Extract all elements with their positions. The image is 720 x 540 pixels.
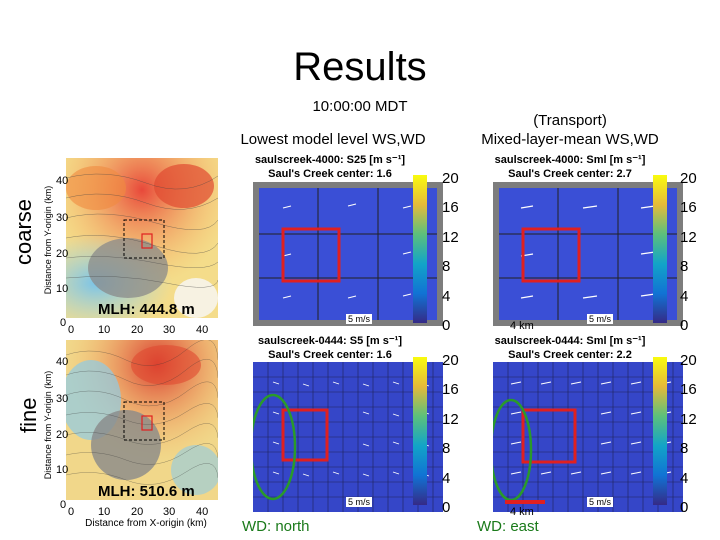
- colorbar-tick: 8: [442, 258, 451, 275]
- panel-title-line: saulscreek-4000: S25 [m s⁻¹]: [254, 154, 406, 166]
- colorbar-tick: 20: [442, 352, 459, 369]
- colorbar-fine-mixed: [653, 357, 667, 505]
- fine-xtick: 10: [98, 506, 111, 518]
- fine-ytick: 30: [56, 393, 69, 405]
- wind-panel-fine-lowest: [253, 362, 443, 512]
- panel-title-line: saulscreek-0444: Sml [m s⁻¹]: [494, 335, 646, 347]
- wind-panel-coarse-mixed: [493, 182, 683, 326]
- coarse-ytick: 40: [56, 175, 69, 187]
- colorbar-tick: 16: [442, 199, 459, 216]
- colorbar-tick: 20: [680, 352, 697, 369]
- time-label: 10:00:00 MDT: [312, 98, 408, 115]
- coarse-ytick: 20: [56, 248, 69, 260]
- fine-xtick: 40: [196, 506, 209, 518]
- coarse-ytick: 10: [56, 283, 69, 295]
- speed-reference-label: 5 m/s: [587, 497, 614, 507]
- coarse-xtick: 0: [68, 324, 75, 336]
- coarse-terrain-map: [66, 158, 218, 318]
- colorbar-tick: 12: [442, 229, 459, 246]
- colorbar-tick: 8: [680, 258, 689, 275]
- fine-xtick: 0: [68, 506, 75, 518]
- wd-east-label: WD: east: [477, 518, 539, 535]
- y-axis-label-coarse: Distance from Y-origin (km): [43, 185, 53, 295]
- panel-subtitle-line: Saul's Creek center: 1.6: [268, 349, 392, 361]
- wind-panel-coarse-lowest: [253, 182, 443, 326]
- scale-4km-label: 4 km: [510, 320, 534, 332]
- fine-ytick: 20: [56, 429, 69, 441]
- colorbar-fine-lowest: [413, 357, 427, 505]
- colorbar-tick: 8: [442, 440, 451, 457]
- panel-fine-lowest-title: saulscreek-0444: S5 [m s⁻¹] Saul's Creek…: [222, 334, 438, 362]
- colorbar-tick: 20: [680, 170, 697, 187]
- coarse-xtick: 20: [131, 324, 144, 336]
- coarse-xtick: 40: [196, 324, 209, 336]
- panel-coarse-mixed-title: saulscreek-4000: Sml [m s⁻¹] Saul's Cree…: [462, 153, 678, 181]
- y-axis-label-fine: Distance from Y-origin (km): [43, 370, 53, 480]
- panel-fine-mixed-title: saulscreek-0444: Sml [m s⁻¹] Saul's Cree…: [462, 334, 678, 362]
- fine-xtick: 20: [131, 506, 144, 518]
- speed-reference-label: 5 m/s: [587, 314, 614, 324]
- colorbar-tick: 8: [680, 440, 689, 457]
- colorbar-tick: 0: [442, 499, 451, 516]
- colorbar-tick: 0: [442, 317, 451, 334]
- colorbar-tick: 16: [680, 199, 697, 216]
- coarse-xtick: 30: [163, 324, 176, 336]
- wind-panel-fine-mixed: [493, 362, 683, 512]
- wd-north-label: WD: north: [242, 518, 310, 535]
- fine-ytick: 0: [60, 499, 67, 511]
- mixed-layer-header: Mixed-layer-mean WS,WD: [481, 131, 659, 148]
- panel-title-line: saulscreek-0444: S5 [m s⁻¹]: [258, 335, 402, 347]
- coarse-xtick: 10: [98, 324, 111, 336]
- colorbar-tick: 0: [680, 499, 689, 516]
- coarse-mlh-label: MLH: 444.8 m: [98, 301, 195, 318]
- fine-mlh-label: MLH: 510.6 m: [98, 483, 195, 500]
- panel-title-line: saulscreek-4000: Sml [m s⁻¹]: [494, 154, 646, 166]
- colorbar-tick: 16: [442, 381, 459, 398]
- speed-reference-label: 5 m/s: [346, 497, 373, 507]
- panel-subtitle-line: Saul's Creek center: 2.7: [508, 168, 632, 180]
- fine-terrain-map: [66, 340, 218, 500]
- colorbar-tick: 4: [442, 288, 451, 305]
- panel-subtitle-line: Saul's Creek center: 2.2: [508, 349, 632, 361]
- scale-4km-label: 4 km: [510, 506, 534, 518]
- slide-title: Results: [293, 45, 427, 89]
- x-axis-label: Distance from X-origin (km): [85, 518, 207, 529]
- row-label-fine: fine: [16, 397, 41, 433]
- coarse-ytick: 30: [56, 212, 69, 224]
- colorbar-tick: 4: [442, 470, 451, 487]
- speed-reference-label: 5 m/s: [346, 314, 373, 324]
- colorbar-tick: 20: [442, 170, 459, 187]
- colorbar-tick: 12: [442, 411, 459, 428]
- colorbar-coarse-mixed: [653, 175, 667, 323]
- fine-xtick: 30: [163, 506, 176, 518]
- lowest-level-header: Lowest model level WS,WD: [240, 131, 426, 148]
- colorbar-tick: 4: [680, 470, 689, 487]
- colorbar-tick: 0: [680, 317, 689, 334]
- coarse-ytick: 0: [60, 317, 67, 329]
- fine-ytick: 10: [56, 464, 69, 476]
- transport-header: (Transport): [533, 112, 607, 129]
- colorbar-tick: 16: [680, 381, 697, 398]
- colorbar-coarse-lowest: [413, 175, 427, 323]
- colorbar-tick: 12: [680, 411, 697, 428]
- fine-ytick: 40: [56, 356, 69, 368]
- colorbar-tick: 4: [680, 288, 689, 305]
- row-label-coarse: coarse: [11, 198, 36, 265]
- colorbar-tick: 12: [680, 229, 697, 246]
- panel-subtitle-line: Saul's Creek center: 1.6: [268, 168, 392, 180]
- panel-coarse-lowest-title: saulscreek-4000: S25 [m s⁻¹] Saul's Cree…: [222, 153, 438, 181]
